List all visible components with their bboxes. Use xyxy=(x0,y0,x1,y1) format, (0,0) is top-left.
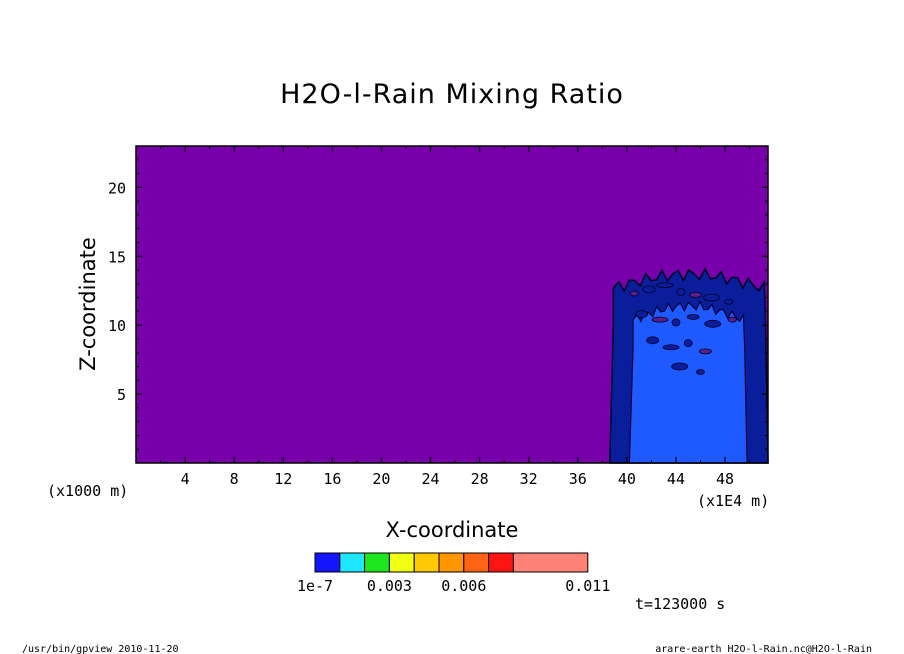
colorbar-segment xyxy=(388,552,415,573)
colorbar-segment xyxy=(512,552,589,573)
colorbar-tick-label: 0.003 xyxy=(367,577,412,595)
rain-cell xyxy=(686,314,700,320)
rain-cell xyxy=(642,285,656,294)
rain-cell xyxy=(676,288,686,296)
x-tick-label: 20 xyxy=(372,470,390,488)
plot-frame xyxy=(135,145,769,464)
rain-cell xyxy=(629,290,639,297)
x-unit-left: (x1000 m) xyxy=(47,482,128,500)
rain-cell xyxy=(728,316,737,323)
y-tick-label: 10 xyxy=(108,317,126,335)
colorbar-segment xyxy=(339,552,366,573)
y-tick-label: 5 xyxy=(117,386,126,404)
x-tick-label: 36 xyxy=(569,470,587,488)
rain-cell xyxy=(635,310,648,319)
y-axis-label: Z-coordinate xyxy=(76,237,100,371)
x-tick-label: 12 xyxy=(274,470,292,488)
x-tick-label: 40 xyxy=(618,470,636,488)
x-tick-label: 16 xyxy=(323,470,341,488)
x-tick-label: 8 xyxy=(230,470,239,488)
colorbar-segment xyxy=(488,552,514,573)
rain-cell xyxy=(696,369,705,375)
rain-cell xyxy=(671,362,689,371)
colorbar-tick-label: 0.011 xyxy=(565,577,610,595)
rain-cell xyxy=(724,298,734,305)
y-axis-ticks: 5 10 15 20 xyxy=(108,159,768,450)
colorbar-segment xyxy=(314,552,341,573)
colorbar-segment xyxy=(413,552,440,573)
rain-cell xyxy=(699,348,712,355)
y-tick-label: 15 xyxy=(108,248,126,266)
colorbar-tick-label: 0.006 xyxy=(441,577,486,595)
x-axis-label: X-coordinate xyxy=(386,518,519,542)
colorbar-ticks: 1e-7 0.003 0.006 0.011 xyxy=(297,577,610,595)
time-label: t=123000 s xyxy=(635,595,725,613)
x-tick-label: 4 xyxy=(181,470,190,488)
x-tick-label: 32 xyxy=(520,470,538,488)
rain-cell xyxy=(656,282,674,289)
rain-cell xyxy=(703,293,720,302)
rain-region-inner xyxy=(628,300,748,464)
chart-title: H2O-l-Rain Mixing Ratio xyxy=(280,79,624,110)
colorbar-tick-label: 1e-7 xyxy=(297,577,333,595)
x-unit-right: (x1E4 m) xyxy=(697,492,769,510)
rain-cell xyxy=(646,336,660,345)
x-tick-label: 24 xyxy=(421,470,439,488)
colorbar-segment xyxy=(364,552,390,573)
rain-cell xyxy=(662,344,680,351)
footer-right: arare-earth_H2O-l-Rain.nc@H2O-l-Rain xyxy=(655,644,872,654)
x-axis-ticks: 4 8 12 16 20 24 28 32 36 40 44 48 xyxy=(160,146,751,488)
x-tick-label: 44 xyxy=(667,470,685,488)
rain-cell xyxy=(651,316,669,323)
x-tick-label: 28 xyxy=(471,470,489,488)
y-tick-label: 20 xyxy=(108,179,126,197)
colorbar xyxy=(314,552,589,573)
x-tick-label: 48 xyxy=(716,470,734,488)
rain-cell xyxy=(683,339,693,347)
rain-cell xyxy=(689,291,702,298)
rain-region-cells xyxy=(629,282,737,375)
footer-left: /usr/bin/gpview 2010-11-20 xyxy=(22,644,179,654)
rain-cell xyxy=(671,318,681,327)
rain-cell xyxy=(704,319,722,328)
colorbar-segment xyxy=(438,552,465,573)
colorbar-segment xyxy=(463,552,490,573)
